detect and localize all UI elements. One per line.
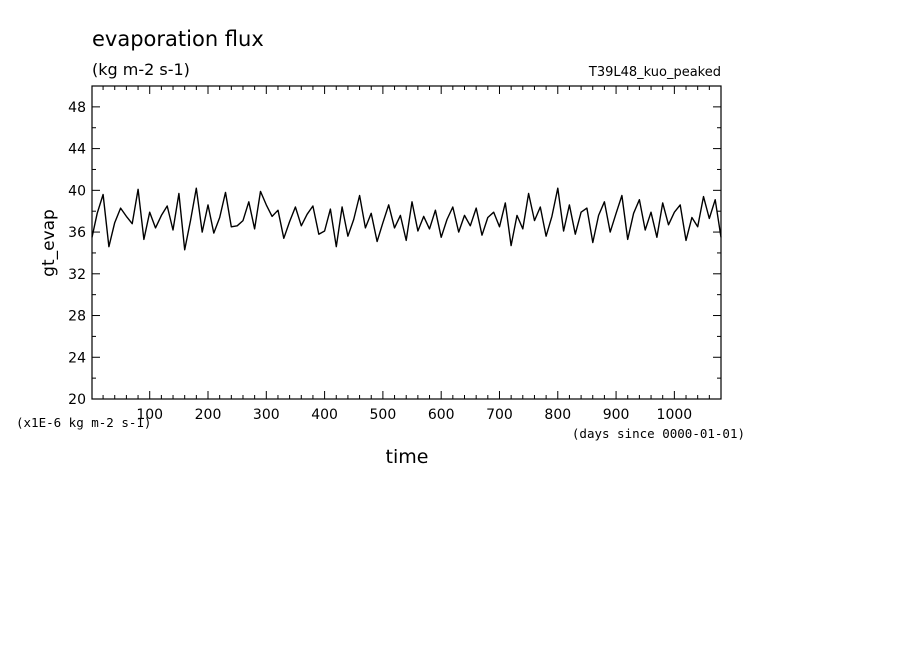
y-axis-ticks: 20 24 28 32 36 40 44 48: [68, 85, 721, 408]
x-axis-ticks: 100 200 300 400 500 600 700 800 900 1000: [102, 86, 722, 423]
series-layer: [91, 187, 722, 251]
chart-subtitle: (kg m-2 s-1): [92, 60, 190, 79]
y-unit-note: (x1E-6 kg m-2 s-1): [16, 415, 151, 430]
y-tick-label: 44: [68, 142, 86, 158]
x-tick-label: 700: [486, 407, 513, 423]
x-tick-label: 100: [136, 407, 163, 423]
x-tick-label: 900: [603, 407, 630, 423]
y-tick-label: 32: [68, 267, 86, 283]
x-tick-label: 200: [195, 407, 222, 423]
x-tick-label: 1000: [657, 407, 693, 423]
run-label: T39L48_kuo_peaked: [588, 65, 721, 80]
y-tick-label: 24: [68, 350, 86, 366]
y-tick-label: 36: [68, 225, 86, 241]
x-tick-label: 400: [311, 407, 338, 423]
y-tick-label: 40: [68, 183, 86, 199]
y-tick-label: 48: [68, 100, 86, 116]
x-unit-note: (days since 0000-01-01): [572, 426, 745, 441]
y-tick-label: 20: [68, 392, 86, 408]
y-axis-label: gt_evap: [39, 209, 59, 277]
x-tick-label: 500: [370, 407, 397, 423]
plot-frame: [91, 85, 722, 400]
y-tick-label: 28: [68, 309, 86, 325]
chart-title: evaporation flux: [92, 27, 264, 51]
x-tick-label: 600: [428, 407, 455, 423]
x-tick-label: 800: [544, 407, 571, 423]
x-axis-label: time: [386, 446, 429, 468]
x-tick-label: 300: [253, 407, 280, 423]
series-line: [91, 187, 722, 251]
